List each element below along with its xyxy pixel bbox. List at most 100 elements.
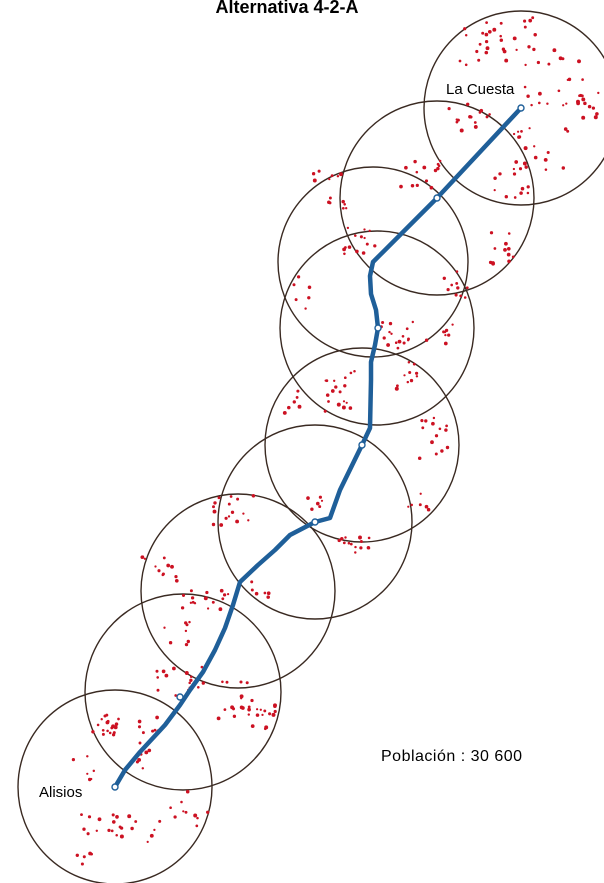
population-dot <box>415 371 419 375</box>
population-dot <box>242 512 245 515</box>
population-dot <box>254 591 259 596</box>
population-dot <box>138 741 142 745</box>
population-dot <box>399 184 403 189</box>
population-dot <box>250 724 255 728</box>
population-dot <box>420 419 424 423</box>
population-dot <box>365 242 369 246</box>
population-dot <box>499 38 504 42</box>
population-dot <box>296 389 300 393</box>
population-dot <box>117 717 120 721</box>
population-dot <box>310 507 314 511</box>
population-dot <box>172 666 176 671</box>
population-dot <box>458 59 462 63</box>
population-dot <box>266 591 271 596</box>
population-dot <box>141 731 145 735</box>
population-label: Población : 30 600 <box>381 748 523 765</box>
population-dot <box>518 167 523 171</box>
population-dot <box>87 815 92 819</box>
population-dot <box>200 665 204 669</box>
population-dot <box>338 390 342 394</box>
map-title: Alternativa 4-2-A <box>215 0 358 17</box>
population-dot <box>536 60 541 65</box>
population-dot <box>413 159 417 164</box>
population-dot <box>396 384 399 388</box>
population-dot <box>581 97 586 102</box>
population-dot <box>343 252 346 256</box>
population-dot <box>307 285 312 290</box>
population-dot <box>450 283 454 287</box>
population-dot <box>206 607 210 610</box>
population-dot <box>485 46 490 51</box>
population-dot <box>415 170 419 174</box>
population-dot <box>533 145 536 148</box>
population-dot <box>156 688 160 692</box>
population-dot <box>317 169 321 173</box>
population-dot <box>334 385 338 389</box>
population-dot <box>485 21 488 24</box>
population-dot <box>190 596 195 600</box>
population-dot <box>530 103 533 107</box>
population-dot <box>147 748 152 753</box>
population-dot <box>531 16 535 20</box>
population-dot <box>86 755 89 758</box>
population-dot <box>347 541 351 545</box>
population-dot <box>359 540 363 543</box>
population-dot <box>88 777 92 782</box>
population-dot <box>268 712 272 716</box>
population-dot <box>522 161 527 166</box>
population-dot <box>446 288 450 292</box>
population-dot <box>223 708 227 711</box>
population-dot <box>111 733 116 737</box>
population-dot <box>169 806 172 810</box>
population-dot <box>415 375 419 378</box>
population-dot <box>438 427 442 431</box>
population-dot <box>330 174 334 178</box>
population-dot <box>422 165 427 170</box>
population-dot <box>349 542 353 546</box>
population-dot <box>297 404 302 409</box>
catchment-ring <box>279 230 475 426</box>
population-dot <box>533 155 538 160</box>
population-dot <box>174 575 178 579</box>
population-dot <box>426 507 431 512</box>
population-dot <box>323 409 327 413</box>
population-dot <box>239 694 244 699</box>
population-dot <box>155 669 159 673</box>
population-dot <box>520 130 523 133</box>
population-dot <box>394 386 399 391</box>
population-dot <box>101 728 105 732</box>
population-dot <box>566 78 569 82</box>
population-dot <box>523 25 527 29</box>
population-dot <box>182 810 185 813</box>
population-dot <box>271 712 276 717</box>
population-dot <box>591 106 596 110</box>
population-dot <box>181 593 186 597</box>
population-dot <box>227 515 231 518</box>
population-dot <box>163 626 166 629</box>
population-dot <box>557 89 561 93</box>
population-dot <box>499 21 503 25</box>
route-stop <box>517 104 525 112</box>
population-dot <box>517 135 521 139</box>
population-dot <box>137 725 142 729</box>
population-dot <box>307 296 311 300</box>
population-dot <box>381 320 385 325</box>
route-stop <box>358 441 366 449</box>
population-dot <box>158 819 162 823</box>
population-dot <box>367 536 371 540</box>
population-dot <box>247 713 250 716</box>
population-dot <box>343 203 346 206</box>
population-dot <box>442 330 446 334</box>
population-dot <box>304 307 307 310</box>
population-dot <box>368 229 371 232</box>
population-dot <box>576 99 580 104</box>
population-dot <box>546 102 549 105</box>
population-dot <box>498 172 502 176</box>
population-dot <box>451 323 454 326</box>
population-dot <box>456 286 460 290</box>
population-dot <box>403 374 406 377</box>
population-dot <box>526 94 530 98</box>
population-dot <box>320 499 324 502</box>
route-stop <box>111 783 119 791</box>
population-dot <box>431 421 435 426</box>
